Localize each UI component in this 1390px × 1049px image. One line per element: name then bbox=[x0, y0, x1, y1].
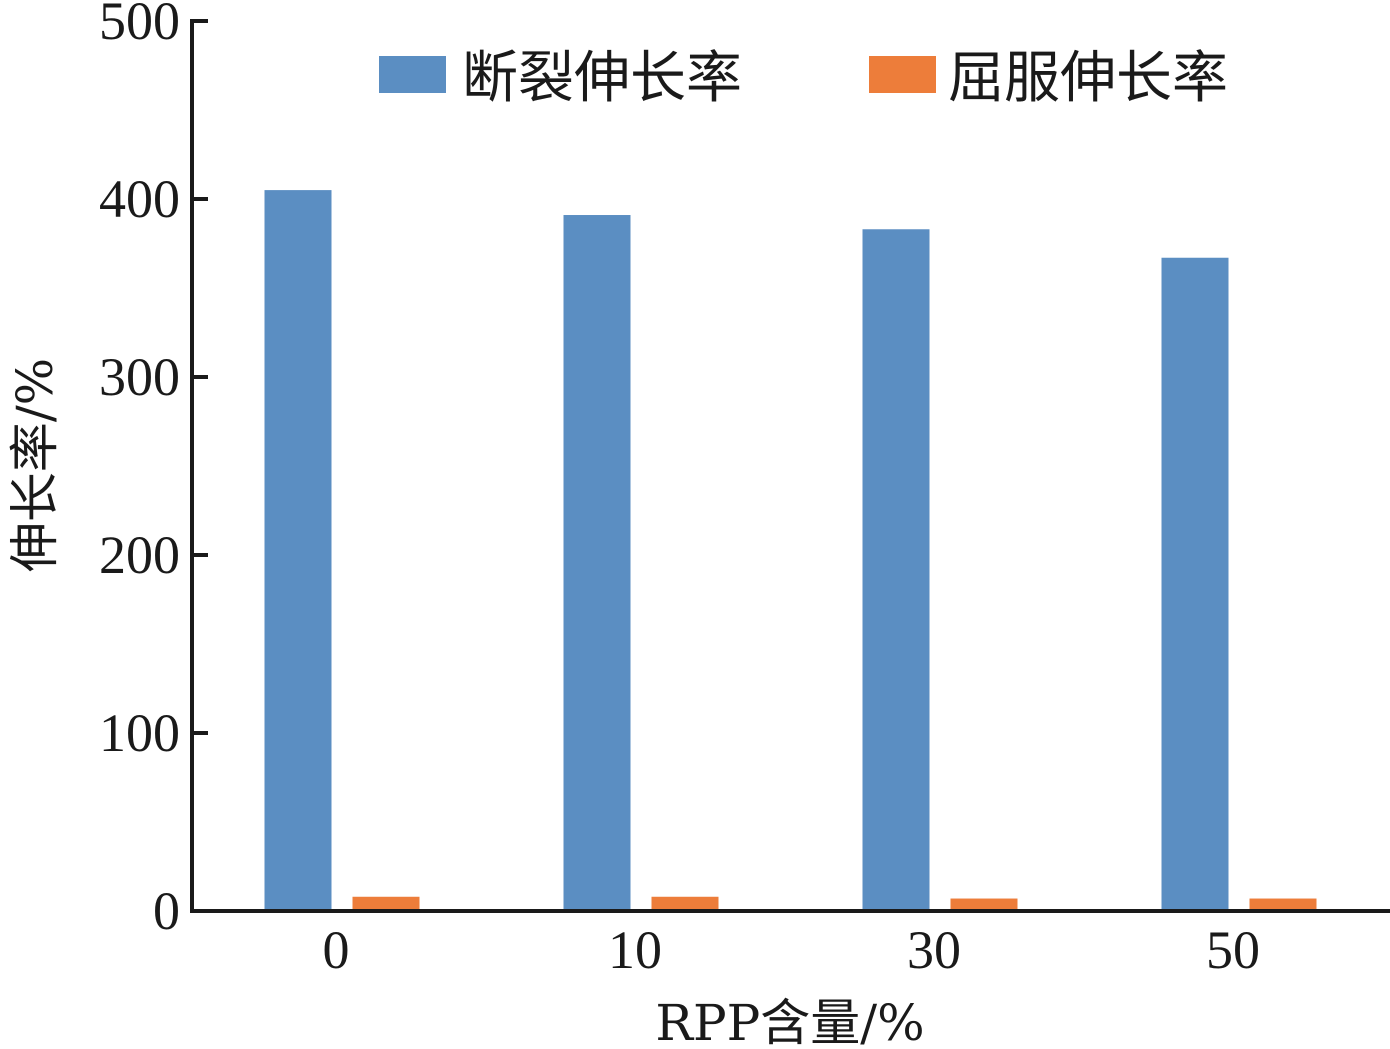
x-tick-label: 0 bbox=[323, 920, 350, 980]
legend-swatch-break bbox=[379, 56, 446, 93]
bar-break-elongation bbox=[264, 190, 332, 912]
y-tick-label: 0 bbox=[153, 881, 180, 941]
x-tick-label: 10 bbox=[608, 920, 662, 980]
axes-group bbox=[190, 19, 1390, 913]
x-axis-title: RPP含量/% bbox=[655, 994, 924, 1049]
bar-break-elongation bbox=[862, 229, 930, 911]
y-ticks-group: 0 100 200 300 400 500 bbox=[99, 0, 208, 941]
x-tick-label: 30 bbox=[907, 920, 961, 980]
x-ticks-group: 0 10 30 50 bbox=[323, 920, 1261, 980]
y-tick-label: 100 bbox=[99, 703, 180, 763]
legend: 断裂伸长率 屈服伸长率 bbox=[379, 46, 1228, 111]
bar-yield-elongation bbox=[352, 896, 420, 911]
x-tick-label: 50 bbox=[1206, 920, 1260, 980]
y-tick-label: 400 bbox=[99, 169, 180, 229]
y-tick-label: 200 bbox=[99, 525, 180, 585]
bar-yield-elongation bbox=[950, 898, 1018, 911]
bars-group bbox=[264, 190, 1317, 912]
bar-yield-elongation bbox=[1249, 898, 1317, 911]
legend-swatch-yield bbox=[869, 56, 936, 93]
y-tick-label: 500 bbox=[99, 0, 180, 51]
bar-break-elongation bbox=[1161, 257, 1229, 911]
y-axis-title: 伸长率/% bbox=[6, 358, 64, 572]
bar-break-elongation bbox=[563, 215, 631, 911]
y-tick-label: 300 bbox=[99, 347, 180, 407]
legend-label-yield: 屈服伸长率 bbox=[948, 46, 1228, 111]
bar-yield-elongation bbox=[651, 896, 719, 911]
legend-label-break: 断裂伸长率 bbox=[462, 46, 742, 111]
